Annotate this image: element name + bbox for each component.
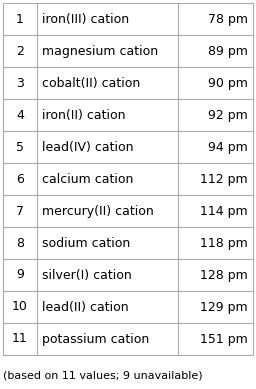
Text: 3: 3	[16, 77, 24, 89]
Text: 2: 2	[16, 44, 24, 58]
Text: 11: 11	[12, 333, 28, 345]
Text: 112 pm: 112 pm	[200, 172, 248, 186]
Text: iron(III) cation: iron(III) cation	[42, 12, 129, 26]
Text: magnesium cation: magnesium cation	[42, 44, 158, 58]
Text: cobalt(II) cation: cobalt(II) cation	[42, 77, 140, 89]
Text: 114 pm: 114 pm	[200, 205, 248, 217]
Text: 90 pm: 90 pm	[208, 77, 248, 89]
Text: 94 pm: 94 pm	[208, 140, 248, 154]
Text: iron(II) cation: iron(II) cation	[42, 109, 125, 121]
Text: potassium cation: potassium cation	[42, 333, 149, 345]
Text: 5: 5	[16, 140, 24, 154]
Text: 92 pm: 92 pm	[208, 109, 248, 121]
Text: 151 pm: 151 pm	[200, 333, 248, 345]
Text: 128 pm: 128 pm	[200, 268, 248, 282]
Text: silver(I) cation: silver(I) cation	[42, 268, 132, 282]
Text: 7: 7	[16, 205, 24, 217]
Text: calcium cation: calcium cation	[42, 172, 133, 186]
Text: 78 pm: 78 pm	[208, 12, 248, 26]
Text: sodium cation: sodium cation	[42, 237, 130, 249]
Text: lead(IV) cation: lead(IV) cation	[42, 140, 133, 154]
Text: 9: 9	[16, 268, 24, 282]
Text: 118 pm: 118 pm	[200, 237, 248, 249]
Text: 1: 1	[16, 12, 24, 26]
Text: 89 pm: 89 pm	[208, 44, 248, 58]
Text: 8: 8	[16, 237, 24, 249]
Text: 10: 10	[12, 300, 28, 314]
Text: mercury(II) cation: mercury(II) cation	[42, 205, 154, 217]
Text: (based on 11 values; 9 unavailable): (based on 11 values; 9 unavailable)	[3, 370, 203, 380]
Text: 4: 4	[16, 109, 24, 121]
Text: lead(II) cation: lead(II) cation	[42, 300, 128, 314]
Text: 6: 6	[16, 172, 24, 186]
Text: 129 pm: 129 pm	[200, 300, 248, 314]
